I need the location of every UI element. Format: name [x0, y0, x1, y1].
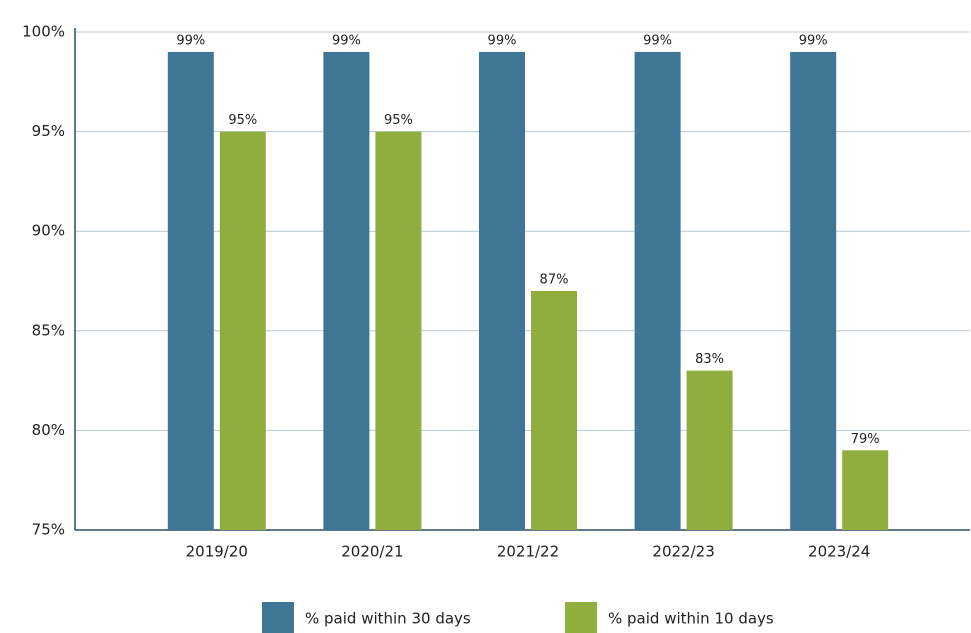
- bar: [375, 131, 422, 530]
- bar: [842, 450, 889, 530]
- y-tick-label: 75%: [32, 521, 65, 539]
- y-tick-label: 80%: [32, 421, 65, 439]
- bar: [531, 290, 577, 530]
- y-tick-label: 90%: [32, 222, 65, 240]
- y-tick-label: 85%: [32, 321, 65, 339]
- bar: [167, 51, 214, 531]
- x-tick-label: 2021/22: [497, 543, 559, 561]
- value-label: 87%: [540, 272, 569, 287]
- x-tick-label: 2020/21: [341, 543, 403, 561]
- value-label: 95%: [228, 113, 257, 128]
- y-tick-label: 100%: [22, 23, 65, 41]
- bar: [634, 51, 681, 531]
- value-label: 99%: [643, 33, 672, 48]
- value-label: 95%: [384, 113, 413, 128]
- bar: [686, 370, 733, 530]
- legend-label: % paid within 30 days: [305, 610, 471, 628]
- value-label: 79%: [851, 432, 880, 447]
- x-tick-label: 2023/24: [808, 543, 870, 561]
- value-label: 99%: [488, 33, 517, 48]
- bar: [790, 51, 837, 531]
- legend-swatch: [565, 602, 597, 633]
- x-tick-label: 2022/23: [652, 543, 714, 561]
- y-tick-label: 95%: [32, 122, 65, 140]
- bar: [219, 131, 266, 530]
- value-label: 99%: [799, 33, 828, 48]
- value-label: 99%: [176, 33, 205, 48]
- bar: [323, 51, 370, 531]
- legend-label: % paid within 10 days: [608, 610, 774, 628]
- bar: [479, 51, 525, 531]
- legend-swatch: [262, 602, 294, 633]
- value-label: 99%: [332, 33, 361, 48]
- value-label: 83%: [695, 352, 724, 367]
- x-tick-label: 2019/20: [186, 543, 248, 561]
